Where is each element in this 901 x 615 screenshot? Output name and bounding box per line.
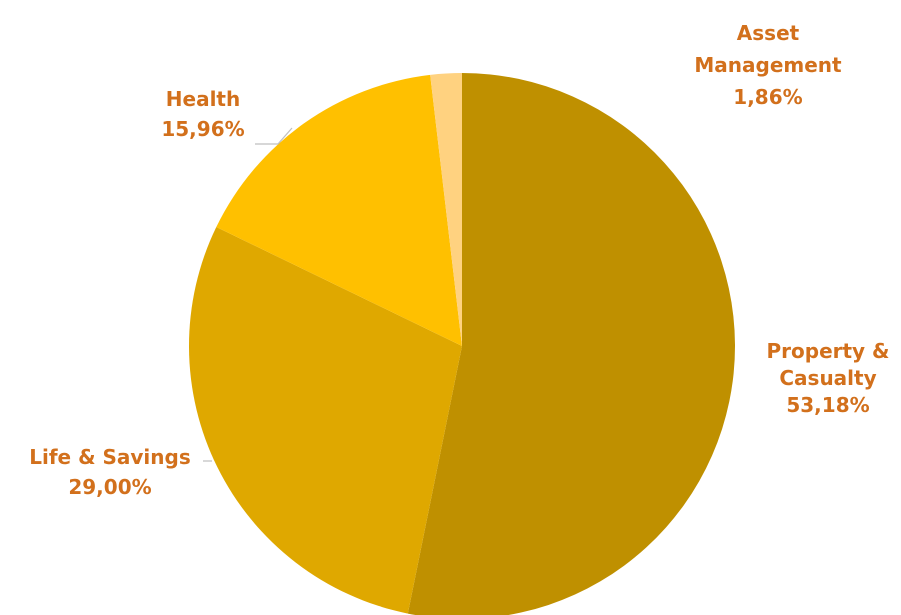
leader-line [255, 127, 293, 145]
slice-value-label: 1,86% [733, 85, 802, 109]
slice-name-label: Health [166, 87, 240, 111]
slice-label-health: Health 15,96% [161, 87, 244, 141]
slice-value-label: 29,00% [68, 475, 151, 499]
pie-slices [188, 73, 735, 615]
slice-label-asset-management: Asset Management 1,86% [694, 21, 842, 109]
pie-slice-health [216, 74, 462, 347]
slice-label-life-savings: Life & Savings 29,00% [29, 445, 190, 499]
slice-value-label: 15,96% [161, 117, 244, 141]
slice-name-label: Asset [737, 21, 800, 45]
slice-name-label: Management [694, 53, 842, 77]
slice-name-label: Life & Savings [29, 445, 190, 469]
pie-slice-life-savings [188, 226, 463, 614]
pie-slice-property-casualty [407, 73, 735, 615]
slice-name-label: Casualty [779, 366, 876, 390]
slice-label-property-casualty: Property & Casualty 53,18% [766, 339, 889, 417]
slice-value-label: 53,18% [786, 393, 869, 417]
slice-labels: Property & Casualty 53,18% Life & Savings 29… [29, 21, 889, 499]
slice-name-label: Property & [766, 339, 889, 363]
pie-slice-asset-management [430, 73, 462, 346]
leader-lines [203, 127, 293, 462]
